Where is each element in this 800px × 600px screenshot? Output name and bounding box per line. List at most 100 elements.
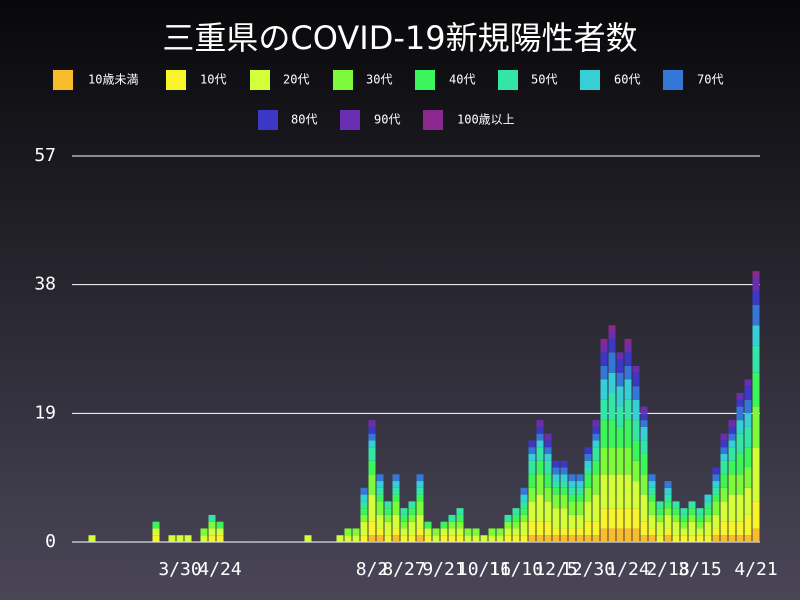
- bar-segment: [744, 413, 752, 427]
- bar-segment: [608, 528, 616, 542]
- bar-segment: [416, 528, 424, 536]
- bar-segment: [544, 453, 552, 461]
- bar-segment: [416, 487, 424, 495]
- legend-label: 10歳未満: [88, 73, 138, 87]
- bar-segment: [656, 508, 664, 515]
- bar-segment: [504, 528, 512, 536]
- bar-segment: [208, 535, 216, 542]
- bar-segment: [600, 399, 608, 421]
- bar-segment: [456, 514, 464, 522]
- bar-segment: [552, 528, 560, 536]
- x-tick-label: 2/18: [646, 559, 689, 580]
- bar-segment: [392, 487, 400, 495]
- bar-segment: [616, 372, 624, 387]
- bar-segment: [624, 352, 632, 366]
- bar-segment: [528, 447, 536, 454]
- bar-segment: [576, 487, 584, 495]
- bar-segment: [640, 420, 648, 427]
- bar-segment: [552, 460, 560, 468]
- bar-segment: [448, 535, 456, 542]
- bar-segment: [376, 535, 384, 542]
- bar-segment: [520, 521, 528, 536]
- bar-segment: [728, 440, 736, 448]
- bar-segment: [528, 521, 536, 536]
- bar-segment: [552, 487, 560, 495]
- bar-segment: [592, 535, 600, 542]
- bar-segment: [528, 501, 536, 522]
- bar-segment: [728, 521, 736, 536]
- bar-segment: [568, 487, 576, 495]
- bar-segment: [696, 535, 704, 542]
- bar-segment: [552, 467, 560, 475]
- bar-segment: [536, 460, 544, 475]
- bar-segment: [384, 521, 392, 536]
- bar-segment: [736, 453, 744, 475]
- bar-segment: [744, 399, 752, 414]
- bar-segment: [152, 521, 160, 529]
- bar-segment: [400, 528, 408, 536]
- x-tick-label: 9/21: [422, 559, 465, 580]
- bar-segment: [528, 453, 536, 461]
- bar-segment: [664, 494, 672, 502]
- bar-segment: [664, 481, 672, 488]
- bar-segment: [568, 528, 576, 536]
- bar-segment: [648, 494, 656, 502]
- bar-segment: [632, 440, 640, 461]
- y-tick-label: 19: [34, 402, 56, 423]
- bar-segment: [552, 535, 560, 542]
- bar-segment: [608, 447, 616, 475]
- bar-segment: [752, 345, 760, 373]
- bar-segment: [640, 440, 648, 454]
- x-tick-label: 12/30: [561, 559, 615, 580]
- bar-segment: [672, 508, 680, 515]
- bar-segment: [672, 514, 680, 522]
- bar-segment: [592, 440, 600, 448]
- bar-segment: [368, 535, 376, 542]
- x-tick-label: 10/16: [457, 559, 511, 580]
- bar-segment: [536, 433, 544, 441]
- bar-segment: [632, 365, 640, 373]
- bar-segment: [376, 514, 384, 529]
- bar-segment: [536, 447, 544, 461]
- bar-segment: [752, 277, 760, 292]
- bar-segment: [696, 521, 704, 529]
- bar-segment: [544, 501, 552, 522]
- bar-segment: [720, 474, 728, 488]
- bar-segment: [688, 521, 696, 536]
- chart-title: 三重県のCOVID-19新規陽性者数: [162, 19, 637, 57]
- bar-segment: [368, 433, 376, 441]
- bar-segment: [616, 359, 624, 373]
- bar-segment: [368, 420, 376, 427]
- legend-swatch: [258, 110, 278, 130]
- bar-segment: [656, 535, 664, 542]
- bar-segment: [672, 535, 680, 542]
- bar-segment: [392, 501, 400, 515]
- bar-segment: [592, 460, 600, 475]
- bar-segment: [648, 487, 656, 495]
- bar-segment: [624, 379, 632, 400]
- bar-segment: [472, 528, 480, 536]
- bar-segment: [392, 528, 400, 536]
- bar-segment: [632, 399, 640, 421]
- bar-segment: [744, 514, 752, 536]
- bar-segment: [520, 487, 528, 495]
- bar-segment: [648, 481, 656, 488]
- bar-segment: [608, 325, 616, 333]
- bar-segment: [600, 365, 608, 380]
- bar-segment: [632, 528, 640, 542]
- bar-segment: [520, 501, 528, 509]
- bar-segment: [648, 528, 656, 536]
- bar-segment: [624, 528, 632, 542]
- bar-segment: [712, 501, 720, 515]
- bar-segment: [616, 406, 624, 427]
- bar-segment: [576, 474, 584, 482]
- bar-segment: [576, 528, 584, 536]
- x-tick-label: 8/27: [382, 559, 425, 580]
- bar-segment: [176, 535, 184, 542]
- bar-segment: [408, 535, 416, 542]
- bar-segment: [376, 494, 384, 502]
- bar-segment: [544, 440, 552, 448]
- bar-segment: [360, 508, 368, 515]
- bar-segment: [560, 487, 568, 495]
- bar-segment: [648, 514, 656, 529]
